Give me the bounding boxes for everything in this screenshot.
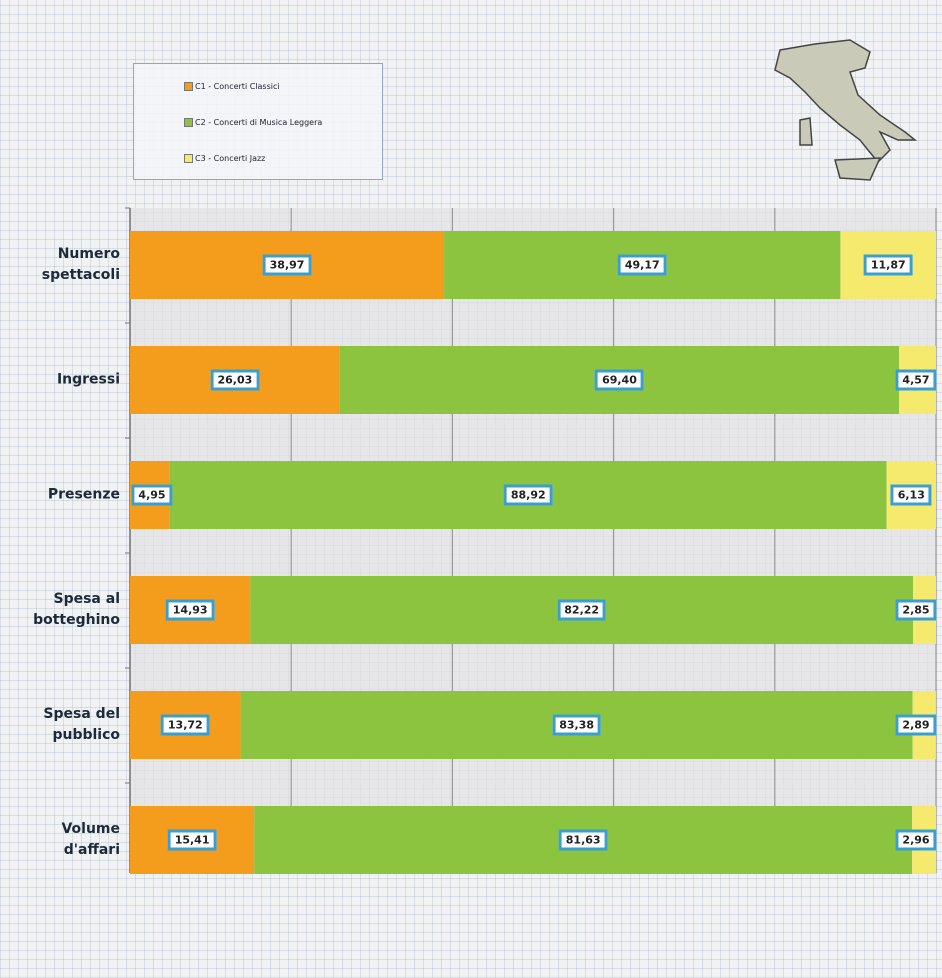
legend-item: C1 - Concerti Classici	[184, 82, 280, 91]
data-label: 82,22	[557, 599, 607, 621]
legend-label: C2 - Concerti di Musica Leggera	[195, 118, 323, 127]
plot-area	[130, 208, 936, 873]
data-label: 11,87	[863, 254, 913, 276]
legend-swatch	[184, 154, 193, 163]
data-label: 13,72	[160, 714, 210, 736]
data-label: 26,03	[210, 369, 260, 391]
legend-label: C1 - Concerti Classici	[195, 82, 280, 91]
data-label: 14,93	[165, 599, 215, 621]
legend-label: C3 - Concerti Jazz	[195, 154, 266, 163]
data-label: 83,38	[552, 714, 601, 736]
legend-item: C2 - Concerti di Musica Leggera	[184, 118, 322, 127]
data-label: 49,17	[617, 254, 667, 276]
category-label: Spesa al botteghino	[33, 591, 120, 628]
legend-item: C3 - Concerti Jazz	[184, 154, 265, 163]
data-label: 69,40	[595, 369, 644, 391]
data-label: 4,95	[131, 484, 173, 506]
category-label: Spesa del pubblico	[43, 706, 120, 743]
data-label: 15,41	[167, 829, 217, 851]
category-label: Numero spettacoli	[41, 246, 120, 283]
data-label: 2,85	[895, 599, 937, 621]
data-label: 4,57	[895, 369, 937, 391]
legend-swatch	[184, 118, 193, 127]
data-label: 81,63	[558, 829, 608, 851]
data-label: 2,96	[895, 829, 937, 851]
data-label: 38,97	[262, 254, 312, 276]
data-label: 6,13	[890, 484, 932, 506]
legend: C1 - Concerti Classici C2 - Concerti di M…	[133, 63, 383, 180]
data-label: 2,89	[895, 714, 937, 736]
category-label: Presenze	[47, 486, 120, 503]
category-label: Volume d'affari	[61, 821, 120, 858]
legend-swatch	[184, 82, 193, 91]
data-label: 88,92	[503, 484, 553, 506]
italy-map	[774, 39, 918, 181]
category-label: Ingressi	[56, 371, 120, 388]
